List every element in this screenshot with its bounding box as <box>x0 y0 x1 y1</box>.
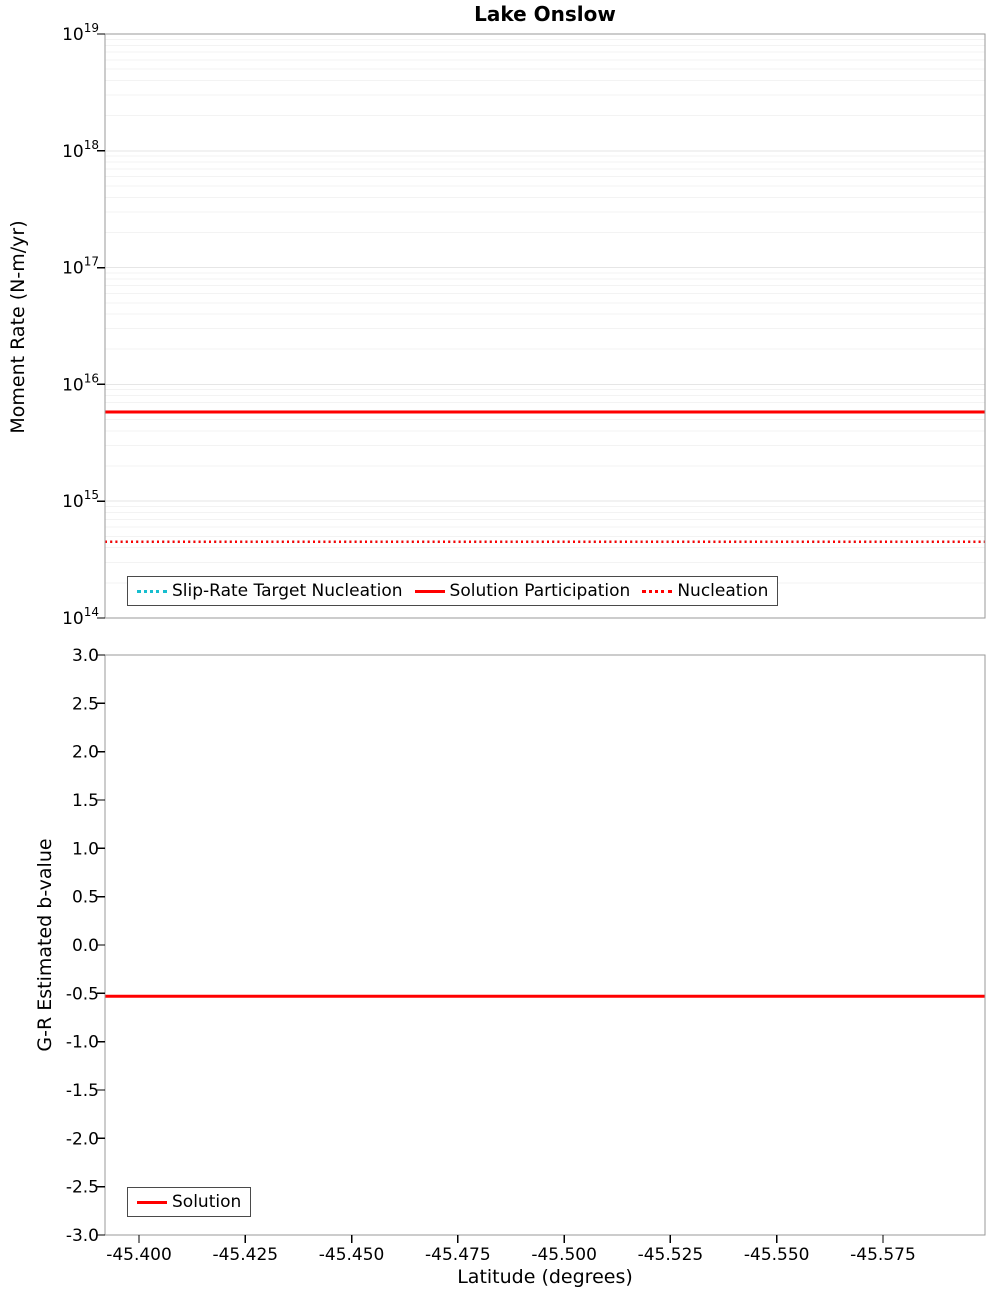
y-tick-label: 1014 <box>62 605 99 629</box>
y-axis-label-b-value: G-R Estimated b-value <box>34 838 56 1052</box>
x-tick-label: -45.525 <box>638 1245 704 1265</box>
y-tick-label: 1016 <box>62 371 99 395</box>
x-tick-label: -45.400 <box>106 1245 172 1265</box>
y-tick-label: 3.0 <box>72 646 99 666</box>
legend-label-nucleation: Nucleation <box>677 581 769 601</box>
legend-line-solution-participation-icon <box>414 589 445 593</box>
y-tick-label: -0.5 <box>66 984 99 1004</box>
legend-top: Slip-Rate Target Nucleation Solution Par… <box>127 576 779 607</box>
x-tick-label: -45.550 <box>744 1245 810 1265</box>
plot-border <box>104 654 986 1236</box>
y-tick-label: -1.5 <box>66 1081 99 1101</box>
x-tick-label: -45.450 <box>319 1245 385 1265</box>
x-axis-label-latitude: Latitude (degrees) <box>457 1266 633 1288</box>
x-tick-label: -45.425 <box>212 1245 278 1265</box>
y-tick-label: -2.0 <box>66 1129 99 1149</box>
y-tick-label: 0.5 <box>72 888 99 908</box>
y-tick-label: 1018 <box>62 138 99 162</box>
bottom-plot: 3.0 2.5 2.0 1.5 1.0 0.5 0.0 -0.5 -1.0 -1.5 -2.0 -2.… <box>66 646 986 1265</box>
y-tick-label: 1.0 <box>72 839 99 859</box>
y-tick-label: 1015 <box>62 488 99 512</box>
y-tick-label: 1019 <box>62 21 99 45</box>
y-tick-label: 1017 <box>62 255 99 279</box>
legend-label-slip-rate-target-nucleation: Slip-Rate Target Nucleation <box>172 581 403 601</box>
plot-border <box>104 33 986 619</box>
legend-label-solution: Solution <box>172 1192 242 1212</box>
legend-item-nucleation: Nucleation <box>642 580 768 602</box>
legend-label-solution-participation: Solution Participation <box>449 581 631 601</box>
legend-line-slip-rate-target-nucleation-icon <box>137 589 167 593</box>
y-tick-label: 0.0 <box>72 936 99 956</box>
legend-item-solution-participation: Solution Participation <box>414 580 631 602</box>
x-tick-label: -45.575 <box>850 1245 916 1265</box>
y-tick-label: -2.5 <box>66 1178 99 1198</box>
y-tick-label: 2.5 <box>72 694 99 714</box>
chart-title: Lake Onslow <box>474 2 616 26</box>
legend-item-solution: Solution <box>137 1191 241 1213</box>
x-tick-label: -45.475 <box>425 1245 491 1265</box>
y-tick-label: -3.0 <box>66 1226 99 1246</box>
x-tick-label: -45.500 <box>531 1245 597 1265</box>
legend-bottom: Solution <box>127 1187 252 1218</box>
y-tick-label: -1.0 <box>66 1033 99 1053</box>
legend-line-solution-icon <box>137 1200 167 1204</box>
legend-line-nucleation-icon <box>642 589 673 593</box>
y-tick-label: 1.5 <box>72 791 99 811</box>
top-plot: 1014 1015 1016 1017 1018 1019 <box>62 21 986 629</box>
y-axis-label-moment-rate: Moment Rate (N-m/yr) <box>7 220 29 434</box>
y-tick-label: 2.0 <box>72 743 99 763</box>
legend-item-slip-rate-target-nucleation: Slip-Rate Target Nucleation <box>137 580 403 602</box>
